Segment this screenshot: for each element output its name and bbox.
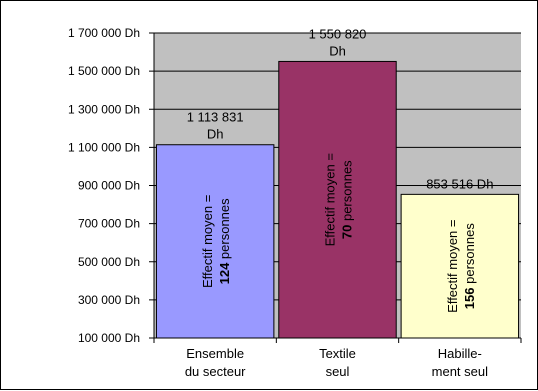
bar-annotation: Effectif moyen = 156 personnes: [445, 220, 477, 313]
x-category-label: Ensemble: [186, 346, 244, 361]
y-tick-label: 500 000 Dh: [78, 255, 140, 269]
bar-annotation-number: 70: [340, 225, 355, 239]
x-category-label: du secteur: [185, 364, 246, 379]
bar-annotation-label: Effectif moyen =: [323, 153, 338, 246]
y-tick-label: 900 000 Dh: [78, 179, 140, 193]
bar-annotation-number: 124: [217, 262, 232, 284]
y-tick-label: 100 000 Dh: [78, 331, 140, 345]
data-label: 853 516 Dh: [426, 176, 493, 191]
bar: [278, 60, 397, 339]
bar-annotation-number: 156: [462, 287, 477, 309]
bar-annotation-count: 124 personnes: [217, 198, 232, 285]
data-label: 1 550 820: [309, 26, 367, 41]
y-tick-label: 700 000 Dh: [78, 217, 140, 231]
x-category-label: Textile: [319, 346, 356, 361]
bar: [400, 193, 520, 339]
y-tick-label: 1 100 000 Dh: [68, 140, 140, 154]
data-label: 1 113 831: [187, 110, 244, 125]
y-tick-label: 300 000 Dh: [78, 293, 140, 307]
data-label: Dh: [207, 127, 224, 142]
bar-annotation: Effectif moyen = 124 personnes: [200, 195, 232, 288]
y-tick-label: 1 300 000 Dh: [68, 102, 140, 116]
bar-annotation: Effectif moyen = 70 personnes: [323, 153, 355, 246]
bar-annotation-count: 70 personnes: [340, 160, 355, 239]
y-tick-label: 1 500 000 Dh: [68, 64, 140, 78]
x-category-label: ment seul: [432, 364, 488, 379]
y-tick-label: 1 700 000 Dh: [68, 26, 140, 40]
bar-annotation-count: 156 personnes: [462, 223, 477, 310]
bar-annotation-unit: personnes: [462, 223, 477, 288]
bar-annotation-unit: personnes: [217, 198, 232, 263]
bar-annotation-unit: personnes: [340, 160, 355, 225]
x-category-label: Habille-: [438, 346, 482, 361]
data-label: Dh: [329, 43, 346, 58]
bar: [155, 144, 275, 339]
x-category-label: seul: [326, 364, 350, 379]
bar-annotation-label: Effectif moyen =: [200, 195, 215, 288]
bar-annotation-label: Effectif moyen =: [445, 220, 460, 313]
